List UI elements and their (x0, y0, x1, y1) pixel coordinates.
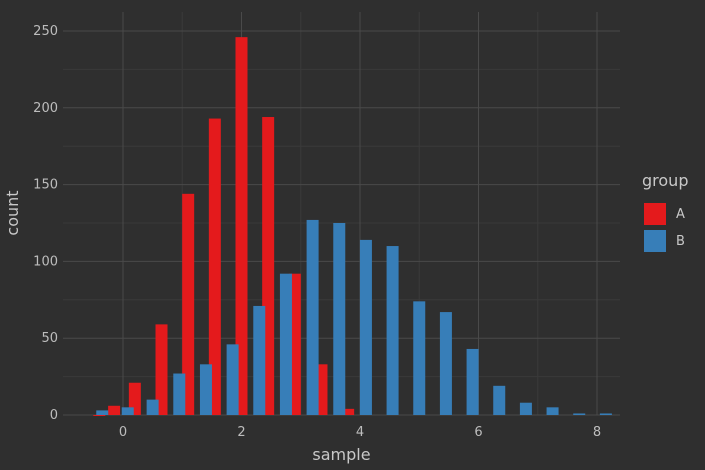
bar-series-b (386, 246, 399, 415)
x-axis: 0 2 4 6 8 (119, 425, 601, 440)
legend-swatch-a (644, 203, 666, 225)
bar-series-a (128, 382, 141, 415)
legend: group AB (642, 171, 688, 252)
legend-swatch-b (644, 230, 666, 252)
bar-series-b (573, 413, 586, 415)
x-tick-label: 6 (474, 425, 482, 440)
bar-series-a (182, 193, 195, 415)
bar-series-b (413, 301, 426, 415)
bar-series-b (199, 364, 212, 415)
y-axis: 0 50 100 150 200 250 (33, 24, 58, 423)
bar-layer (93, 37, 612, 416)
legend-title: group (642, 171, 688, 190)
bar-series-b (519, 402, 532, 415)
bar-series-a (155, 324, 168, 415)
legend-label-a: A (676, 207, 685, 222)
bar-series-b (439, 312, 452, 415)
y-tick-label: 200 (33, 101, 58, 116)
y-axis-title: count (3, 190, 22, 235)
legend-label-b: B (676, 234, 685, 249)
bar-series-b (96, 410, 109, 415)
x-tick-label: 4 (356, 425, 364, 440)
y-tick-label: 50 (41, 331, 58, 346)
y-tick-label: 0 (50, 408, 58, 423)
y-tick-label: 250 (33, 24, 58, 39)
bar-series-b (173, 373, 186, 415)
bar-series-b (253, 305, 266, 415)
bar-series-a (235, 37, 248, 415)
bar-series-b (359, 239, 372, 415)
bar-series-b (599, 413, 612, 415)
bar-series-b (306, 219, 319, 415)
bar-series-b (146, 399, 159, 415)
bar-series-b (466, 348, 479, 415)
x-tick-label: 0 (119, 425, 127, 440)
bar-series-b (493, 385, 506, 415)
bar-series-b (226, 344, 239, 415)
x-axis-title: sample (312, 445, 370, 464)
bar-series-a (208, 118, 221, 415)
bar-series-a (108, 405, 121, 415)
y-tick-label: 100 (33, 254, 58, 269)
bar-series-a (342, 408, 355, 415)
x-tick-label: 2 (237, 425, 245, 440)
bar-series-b (121, 407, 134, 415)
bar-series-b (333, 223, 346, 415)
bar-series-b (546, 407, 559, 415)
bar-series-a (93, 415, 106, 416)
y-tick-label: 150 (33, 178, 58, 193)
bar-series-b (279, 273, 292, 415)
x-tick-label: 8 (593, 425, 601, 440)
